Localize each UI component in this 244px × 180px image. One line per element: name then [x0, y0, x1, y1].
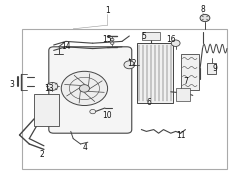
Text: 3: 3 — [10, 80, 15, 89]
Text: 8: 8 — [200, 4, 205, 14]
Bar — [142, 32, 161, 40]
Bar — [181, 54, 199, 90]
Text: 6: 6 — [146, 98, 151, 107]
Text: 12: 12 — [127, 58, 136, 68]
Text: 2: 2 — [39, 150, 44, 159]
Text: 16: 16 — [166, 35, 176, 44]
Circle shape — [200, 14, 210, 22]
Circle shape — [124, 61, 135, 69]
Bar — [22, 29, 227, 169]
Circle shape — [111, 42, 114, 44]
Text: 4: 4 — [83, 143, 88, 152]
Text: 10: 10 — [102, 111, 112, 120]
FancyBboxPatch shape — [49, 47, 132, 133]
Bar — [207, 63, 216, 74]
Bar — [176, 88, 190, 101]
Text: 13: 13 — [44, 84, 54, 93]
Text: 5: 5 — [142, 31, 146, 40]
Text: 11: 11 — [176, 130, 185, 140]
Circle shape — [171, 40, 180, 46]
Circle shape — [61, 71, 108, 105]
Bar — [34, 94, 59, 126]
Text: 1: 1 — [105, 6, 110, 15]
Text: 14: 14 — [61, 42, 71, 51]
Circle shape — [79, 85, 90, 92]
Circle shape — [47, 82, 58, 90]
Text: 9: 9 — [212, 64, 217, 73]
Bar — [137, 43, 173, 103]
Circle shape — [111, 38, 114, 41]
Text: 7: 7 — [183, 76, 188, 86]
Text: 15: 15 — [102, 35, 112, 44]
Circle shape — [90, 109, 96, 114]
